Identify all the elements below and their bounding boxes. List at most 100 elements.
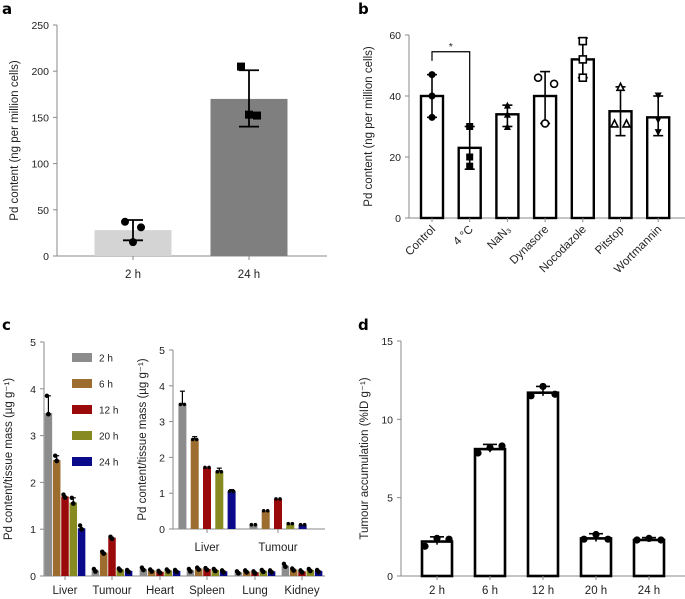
x-tick-label: Control (403, 224, 438, 259)
data-point (265, 508, 270, 513)
panel-label-c: c (2, 316, 11, 334)
data-point (298, 568, 303, 573)
data-point (498, 442, 506, 450)
data-point (466, 162, 474, 170)
data-point (290, 521, 295, 526)
bar (526, 391, 560, 578)
data-point (466, 123, 474, 130)
y-tick-label: 40 (389, 91, 401, 103)
data-point (172, 567, 178, 573)
data-point (164, 567, 169, 572)
x-tick-label: 24 h (238, 269, 260, 281)
data-point (286, 521, 291, 526)
x-tick-label: Pitstop (593, 224, 626, 257)
x-tick-label: 2 h (429, 585, 445, 597)
data-point (433, 534, 441, 543)
y-tick-label: 5 (30, 337, 36, 349)
panel-label-b: b (358, 0, 369, 18)
y-tick-label: 50 (37, 205, 49, 217)
bar (286, 523, 295, 529)
legend-swatch (72, 353, 92, 362)
legend-swatch (72, 405, 92, 414)
data-point (219, 568, 225, 573)
data-point (421, 542, 429, 550)
data-point (215, 469, 220, 474)
data-point (91, 566, 97, 572)
x-tick-label: Liver (53, 585, 78, 597)
bar (274, 498, 282, 529)
panel-a: 0 50 100 150 200 250 Pd content (ng per millio… (9, 20, 327, 281)
y-tick-label: 1 (30, 524, 36, 536)
data-point (540, 119, 550, 128)
data-point (302, 522, 307, 527)
data-point (474, 449, 482, 457)
y-tick-label: 0 (395, 213, 401, 225)
data-point (77, 523, 83, 528)
data-point (69, 495, 75, 501)
y-tick-label: 4 (30, 384, 36, 396)
data-point (253, 111, 261, 120)
x-tick-label: Liver (195, 542, 220, 554)
data-point (533, 73, 543, 82)
y-tick-label: 2 (159, 452, 165, 464)
data-point (580, 535, 588, 543)
x-tick-label: 12 h (532, 585, 554, 597)
bar (190, 439, 199, 529)
data-point (259, 567, 264, 573)
legend-swatch (72, 379, 92, 388)
data-point (195, 565, 200, 570)
x-tick-label: 20 h (585, 585, 607, 597)
data-point (281, 561, 287, 567)
data-point (219, 469, 224, 474)
data-point (298, 522, 303, 527)
data-point (428, 92, 436, 100)
bar (203, 467, 211, 529)
y-axis-label: Pd content (ng per million cells) (9, 60, 21, 221)
data-point (615, 81, 626, 92)
y-tick-label: 100 (31, 159, 49, 171)
data-point (79, 526, 84, 532)
panel-c: 0 1 2 3 4 5 Pd content/tissue mass (µg g⁻¹) Liv… (3, 337, 325, 597)
data-point (621, 118, 632, 128)
data-point (245, 110, 253, 119)
y-axis-label: Pd content/tissue mass (µg g⁻¹) (137, 358, 149, 520)
y-tick-label: 60 (389, 30, 401, 42)
x-tick-label: Heart (146, 585, 175, 597)
x-tick-label: Kidney (284, 585, 319, 597)
data-point (124, 567, 130, 573)
panel-c-inset: 0 1 2 3 4 5 Pd content/tissue mass (µg g⁻¹) Liv… (137, 345, 325, 554)
panel-b: 0 20 40 60 Pd content (ng per million cells)… (363, 30, 685, 276)
x-tick-label: 6 h (482, 585, 498, 597)
data-point (578, 55, 588, 64)
y-tick-label: 200 (31, 66, 49, 78)
data-point (249, 522, 254, 527)
bar (69, 502, 78, 576)
data-point (261, 508, 266, 513)
bar (632, 538, 666, 578)
data-point (186, 566, 192, 572)
legend-label: 12 h (99, 406, 118, 417)
y-tick-label: 20 (389, 152, 401, 164)
y-tick-label: 250 (31, 20, 49, 32)
data-point (203, 565, 208, 571)
data-point (61, 492, 66, 497)
data-point (207, 465, 211, 470)
data-point (137, 223, 145, 232)
bar (249, 524, 258, 529)
data-point (654, 116, 662, 124)
data-point (194, 437, 199, 442)
bar (281, 565, 290, 576)
bar (298, 524, 307, 529)
bar (44, 413, 53, 576)
data-point (100, 549, 105, 554)
y-tick-label: 0 (159, 524, 165, 536)
data-point (46, 411, 51, 417)
data-point (604, 535, 612, 543)
data-point (274, 497, 278, 501)
data-point (428, 71, 436, 79)
data-point (578, 73, 588, 82)
data-point (306, 566, 311, 572)
y-tick-label: 0 (30, 571, 36, 583)
data-point (633, 536, 641, 544)
